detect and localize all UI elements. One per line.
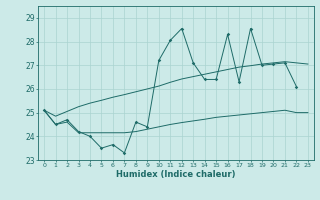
X-axis label: Humidex (Indice chaleur): Humidex (Indice chaleur) (116, 170, 236, 179)
